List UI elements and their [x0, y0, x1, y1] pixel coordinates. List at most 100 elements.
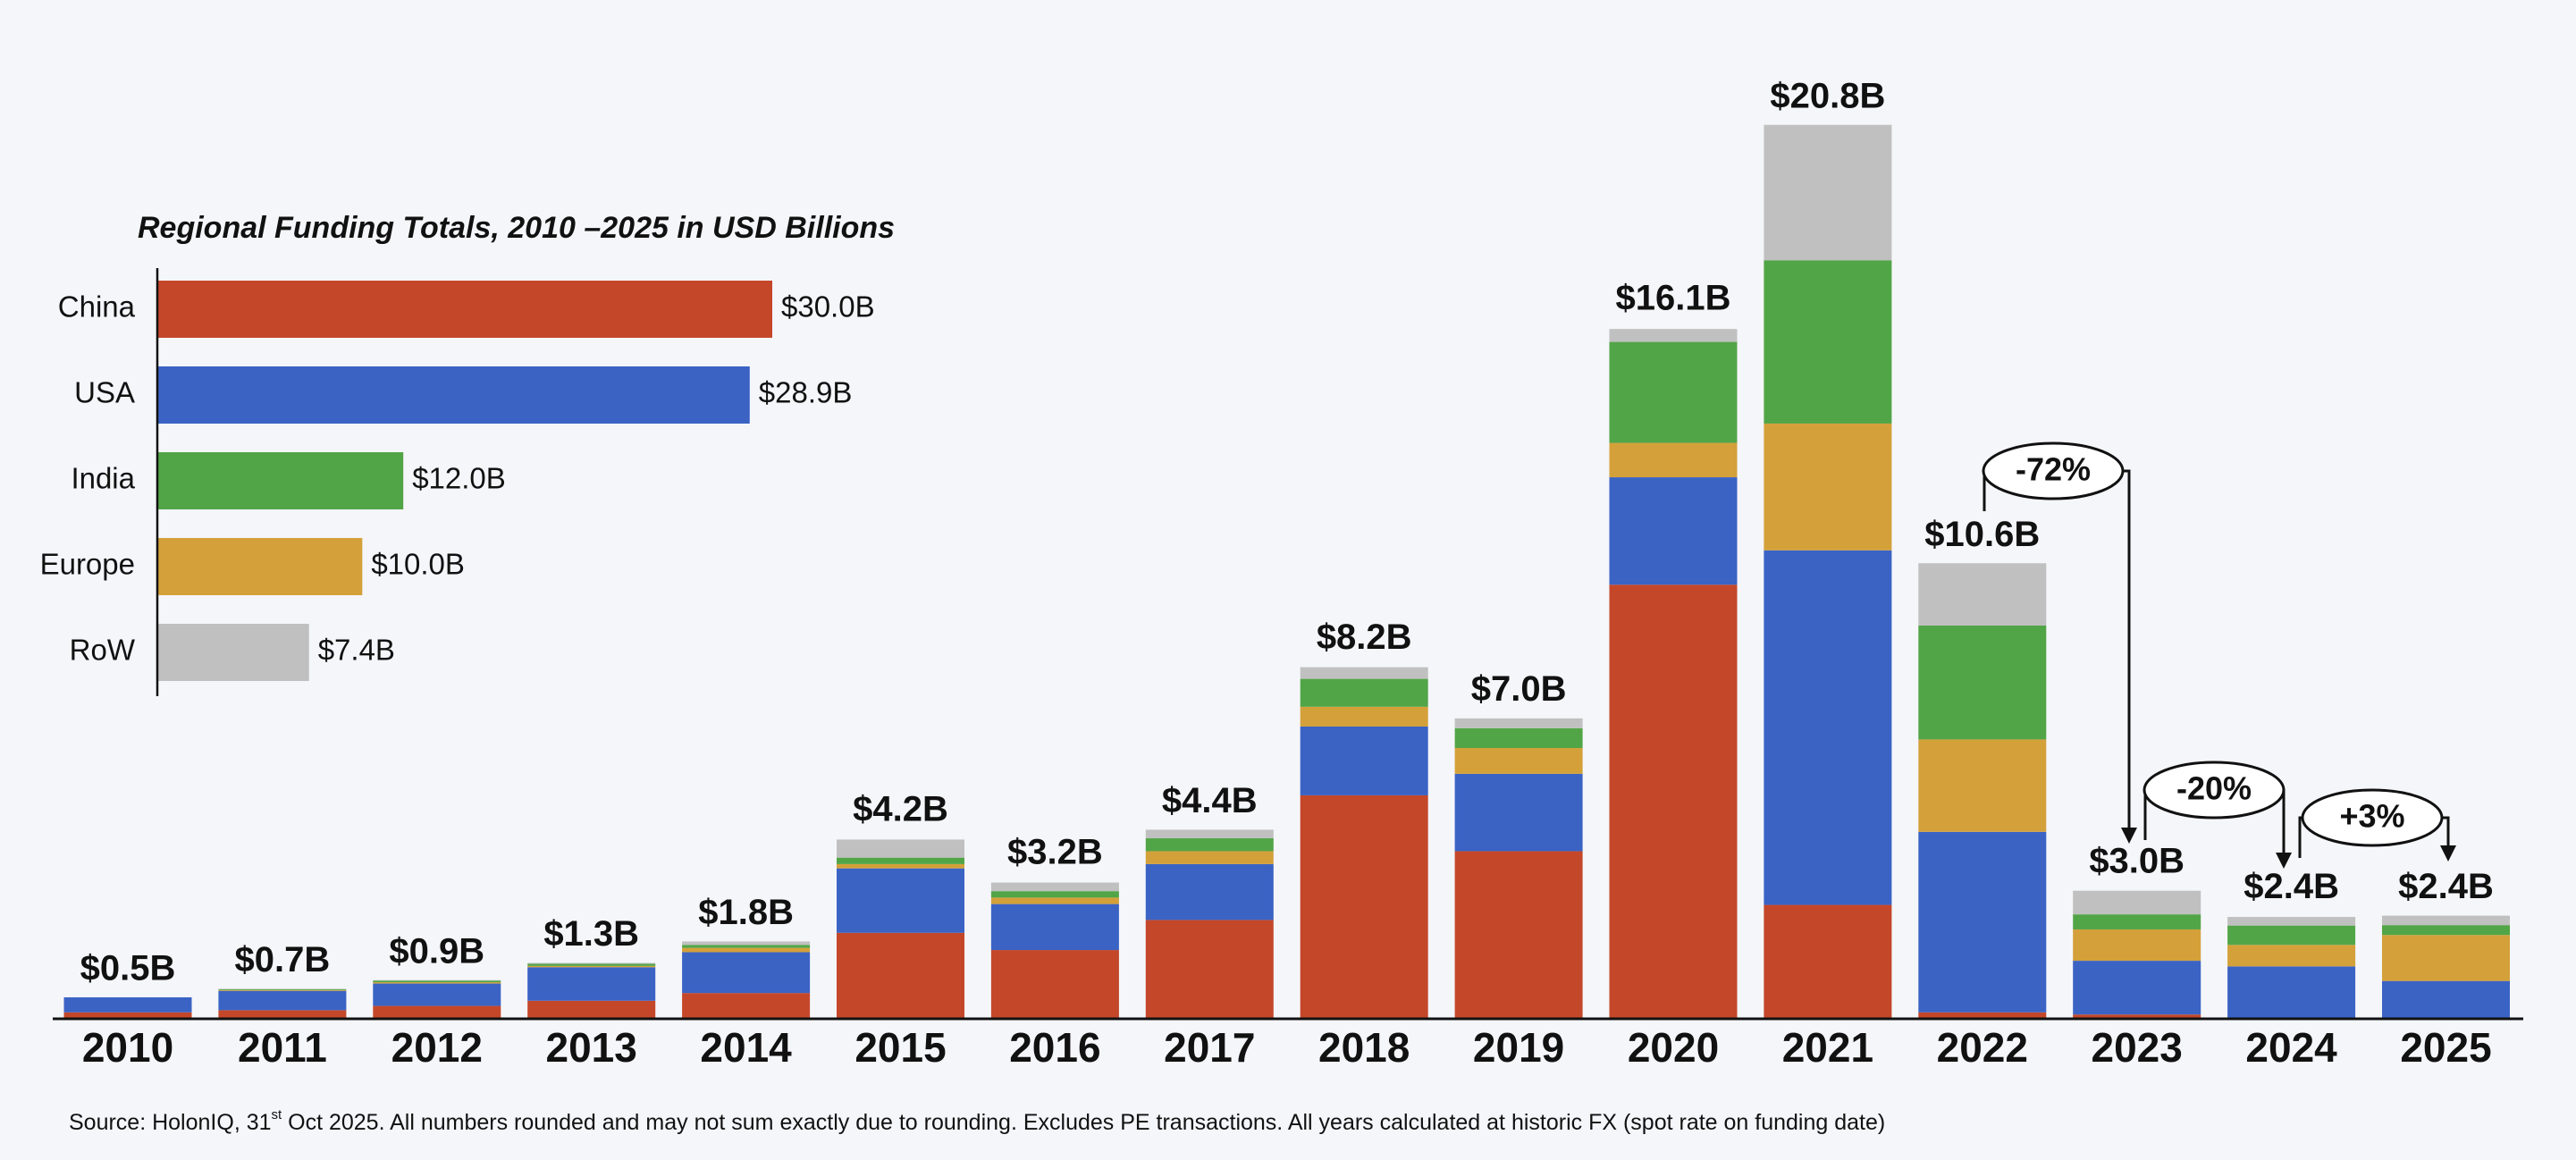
bar-segment: [373, 982, 501, 984]
bar-segment: [2073, 890, 2201, 915]
x-tick-label: 2022: [1937, 1024, 2028, 1071]
footnote: Source: HolonIQ, 31st Oct 2025. All numb…: [69, 1107, 1885, 1135]
bar-segment: [1300, 726, 1428, 795]
bar-segment: [837, 839, 964, 858]
total-label: $4.2B: [853, 790, 948, 829]
bar-segment: [2382, 935, 2510, 981]
annotation-bubble: [2301, 788, 2444, 847]
bar-segment: [2382, 915, 2510, 926]
bar-segment: [837, 863, 964, 869]
bar-segment: [1145, 851, 1274, 864]
bar-segment: [373, 1005, 501, 1019]
bar-segment: [1145, 920, 1274, 1019]
bar-segment: [682, 947, 811, 953]
bar-segment: [1764, 124, 1892, 261]
bar-segment: [218, 990, 347, 1011]
bar-segment: [1764, 550, 1892, 905]
bar-segment: [1300, 678, 1428, 707]
total-label: $4.4B: [1162, 781, 1258, 820]
annotation-text: -72%: [2016, 451, 2091, 488]
bar-segment: [1454, 773, 1583, 852]
bar-segment: [218, 1010, 347, 1019]
x-tick-label: 2014: [700, 1024, 792, 1071]
bar-segment: [990, 891, 1119, 898]
total-label: $0.9B: [389, 931, 484, 971]
bar-segment: [373, 983, 501, 1006]
x-tick-label: 2020: [1628, 1024, 1719, 1071]
bar-segment: [1145, 838, 1274, 852]
bar: [157, 366, 750, 424]
bar-segment: [218, 988, 347, 990]
bar-segment: [1609, 442, 1738, 478]
total-label: $7.0B: [1471, 669, 1567, 709]
bar-segment: [2073, 929, 2201, 962]
bar-segment: [682, 993, 811, 1019]
bar-segment: [1609, 584, 1738, 1019]
total-label: $0.7B: [235, 940, 331, 979]
total-label: $1.3B: [543, 914, 639, 954]
x-tick-label: 2024: [2245, 1024, 2337, 1071]
bar-segment: [2382, 925, 2510, 936]
y-tick-label: USA: [74, 376, 135, 409]
annotation-text: +3%: [2339, 798, 2404, 835]
total-label: $20.8B: [1770, 76, 1885, 115]
total-label: $2.4B: [2243, 867, 2339, 906]
x-tick-label: 2025: [2400, 1024, 2491, 1071]
bar-segment: [1918, 563, 2047, 626]
bar-segment: [1145, 829, 1274, 839]
x-tick-label: 2011: [238, 1024, 327, 1071]
bar: [157, 624, 309, 681]
value-label: $7.4B: [318, 634, 395, 667]
bar-segment: [1454, 851, 1583, 1019]
bar-segment: [1454, 748, 1583, 774]
total-label: $0.5B: [80, 949, 176, 988]
footnote-sup: st: [272, 1107, 283, 1122]
bar-segment: [1764, 260, 1892, 424]
bar-segment: [2073, 914, 2201, 929]
total-label: $8.2B: [1317, 618, 1412, 657]
annotation-bubble: [2142, 761, 2286, 820]
bar-segment: [990, 897, 1119, 904]
value-label: $10.0B: [371, 548, 465, 581]
bar-segment: [837, 868, 964, 933]
x-tick-label: 2015: [854, 1024, 946, 1071]
bar-segment: [2227, 945, 2356, 967]
bar-segment: [1609, 477, 1738, 585]
bar-segment: [2227, 966, 2356, 1019]
annotation-text: -20%: [2176, 770, 2252, 807]
bar-segment: [527, 963, 656, 966]
bar-segment: [63, 1012, 192, 1019]
footnote-text: Source: HolonIQ, 31: [69, 1110, 272, 1135]
footnote-text: Oct 2025. All numbers rounded and may no…: [282, 1110, 1885, 1135]
bar-segment: [1918, 625, 2047, 740]
bar-segment: [373, 980, 501, 983]
bar-segment: [1918, 739, 2047, 832]
bar-segment: [1918, 831, 2047, 1013]
total-label: $3.2B: [1007, 833, 1103, 872]
x-tick-label: 2013: [546, 1024, 637, 1071]
annotation-arrow: [2440, 845, 2456, 862]
value-label: $12.0B: [412, 462, 506, 495]
bar-segment: [1609, 341, 1738, 443]
total-label: $10.6B: [1924, 515, 2040, 554]
bar-segment: [682, 945, 811, 948]
bar-segment: [1764, 904, 1892, 1019]
value-label: $30.0B: [781, 290, 875, 324]
y-tick-label: RoW: [70, 634, 136, 667]
bar-segment: [1300, 706, 1428, 727]
bar-segment: [837, 932, 964, 1019]
bar-segment: [1609, 329, 1738, 342]
bar-segment: [1918, 1012, 2047, 1019]
bar-segment: [1300, 794, 1428, 1019]
bar-segment: [990, 882, 1119, 892]
bar-segment: [527, 965, 656, 968]
bar-segment: [2227, 925, 2356, 946]
x-tick-label: 2017: [1164, 1024, 1255, 1071]
x-tick-label: 2016: [1009, 1024, 1100, 1071]
bar-segment: [682, 941, 811, 946]
bar-segment: [837, 857, 964, 864]
annotation-arrow: [2276, 853, 2292, 869]
annotation-bubble: [1982, 441, 2125, 500]
